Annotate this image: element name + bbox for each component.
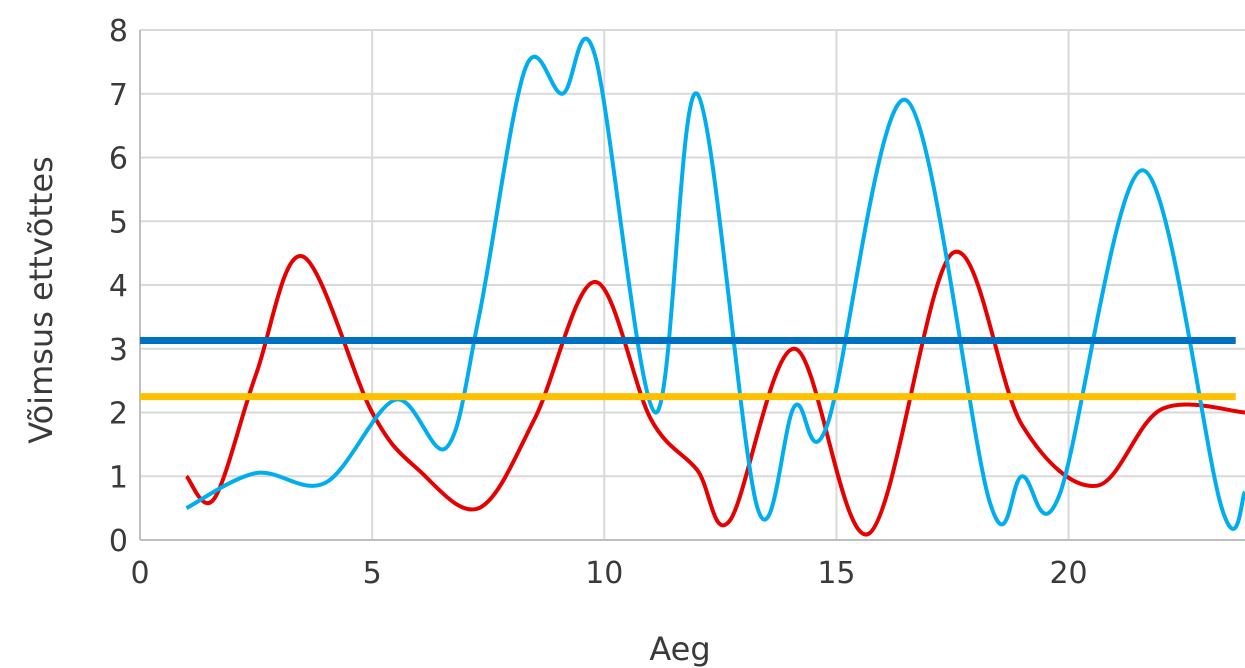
- y-tick-label: 5: [109, 205, 128, 240]
- x-axis-title: Aeg: [649, 630, 710, 668]
- series-line-2: [185, 36, 1245, 531]
- x-tick-label: 20: [1049, 556, 1087, 591]
- y-tick-label: 1: [109, 460, 128, 495]
- y-tick-label: 3: [109, 333, 128, 368]
- x-tick-label: 0: [130, 556, 149, 591]
- axes: [139, 30, 1245, 541]
- y-tick-label: 2: [109, 397, 128, 432]
- tick-labels: 0 1 2 3 4 5 6 7 8 0 5 10 15 20: [109, 14, 1088, 591]
- series-group: [140, 36, 1245, 537]
- y-tick-label: 6: [109, 142, 128, 177]
- x-tick-label: 15: [817, 556, 855, 591]
- y-tick-label: 4: [109, 269, 128, 304]
- y-axis-title: Võimsus ettvõttes: [22, 156, 60, 444]
- x-tick-label: 10: [585, 556, 623, 591]
- y-tick-label: 0: [109, 524, 128, 559]
- x-tick-label: 5: [363, 556, 382, 591]
- series-line-1: [184, 249, 1245, 537]
- y-tick-label: 8: [109, 14, 128, 49]
- grid: [140, 29, 1245, 540]
- y-tick-label: 7: [109, 78, 128, 113]
